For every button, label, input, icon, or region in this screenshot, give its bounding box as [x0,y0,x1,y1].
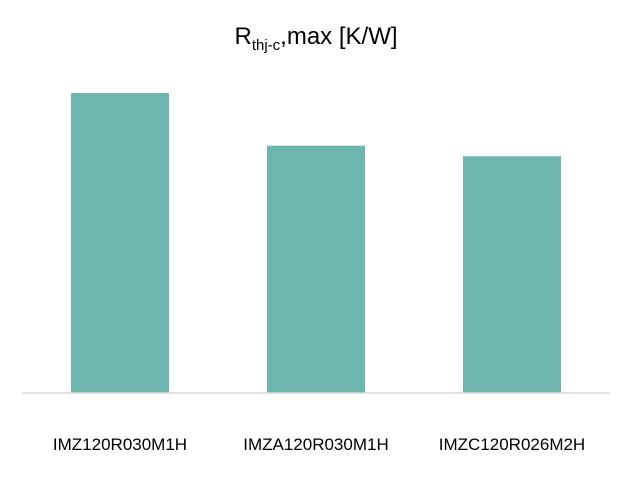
title-suffix: ,max [K/W] [280,23,397,50]
bar [267,145,365,393]
title-main: R [234,23,251,50]
x-tick-label: IMZ120R030M1H [53,435,187,454]
title-subscript: thj-c [252,37,281,54]
x-tick-label: IMZC120R026M2H [439,435,585,454]
chart-title: Rthj-c,max [K/W] [234,23,397,54]
bar [71,93,169,393]
bar [463,156,561,393]
x-tick-label: IMZA120R030M1H [243,435,389,454]
